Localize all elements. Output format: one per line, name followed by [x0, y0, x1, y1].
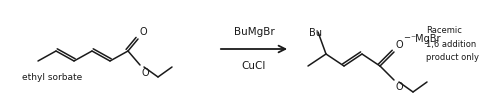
Text: BuMgBr: BuMgBr [234, 27, 274, 37]
Text: Racemic
1,6 addition
product only: Racemic 1,6 addition product only [426, 26, 479, 62]
Text: ⁻MgBr: ⁻MgBr [410, 34, 440, 44]
Text: O: O [395, 82, 402, 92]
Text: −: − [403, 33, 410, 42]
Text: O: O [141, 68, 148, 78]
Text: Bu: Bu [310, 28, 322, 38]
Text: O: O [139, 27, 146, 37]
Text: O: O [395, 40, 402, 50]
Text: ethyl sorbate: ethyl sorbate [22, 73, 82, 82]
Text: CuCl: CuCl [242, 61, 266, 71]
